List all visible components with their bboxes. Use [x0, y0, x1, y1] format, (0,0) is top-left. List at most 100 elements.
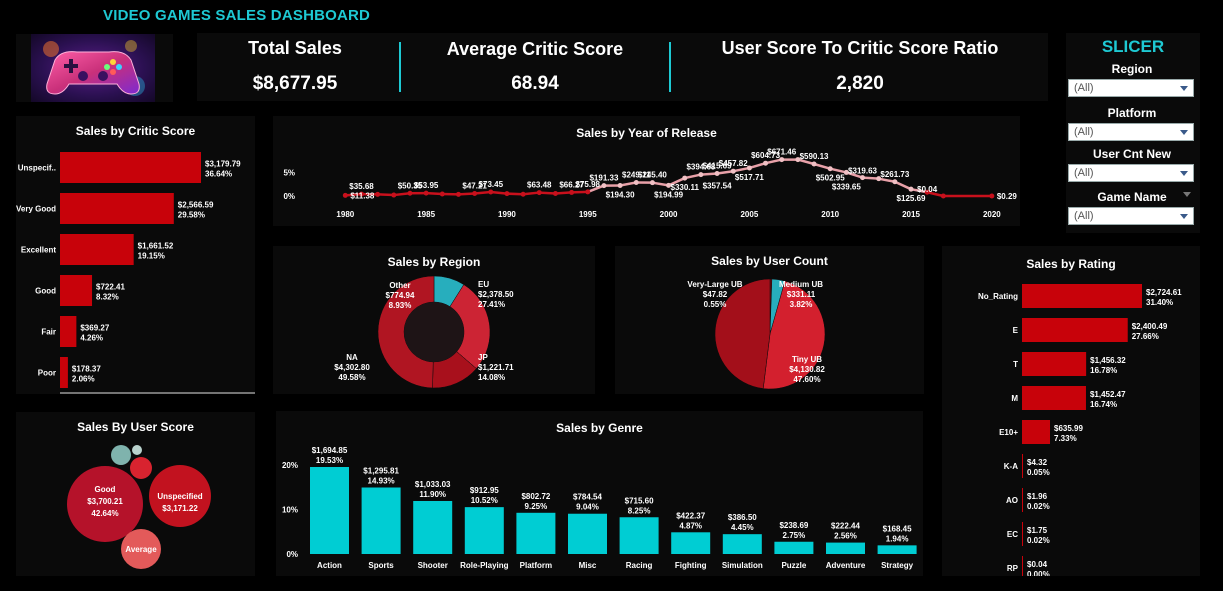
category-label: Simulation	[722, 561, 763, 570]
data-label: $66.27	[559, 180, 584, 189]
data-label: $357.54	[703, 182, 732, 191]
filter-icon[interactable]	[1183, 192, 1191, 197]
data-label: $191.33	[589, 174, 618, 183]
line-segment	[829, 167, 847, 174]
category-label: Racing	[626, 561, 653, 570]
slice-label: Other	[389, 281, 410, 290]
data-point	[585, 189, 591, 195]
category-label: EC	[1007, 530, 1018, 539]
slicer-platform-select[interactable]: (All)	[1068, 123, 1194, 141]
slice-pct-label: 49.58%	[338, 373, 365, 382]
pct-label: 4.26%	[80, 334, 103, 343]
rating-panel: Sales by Rating No_Rating $2,724.61 31.40%…	[942, 246, 1200, 576]
bar	[1022, 556, 1023, 576]
line-segment	[426, 191, 443, 196]
data-point	[698, 172, 704, 178]
kpi-divider	[399, 42, 401, 92]
line-segment	[845, 171, 863, 179]
line-segment	[732, 166, 750, 173]
value-label: $635.99	[1054, 424, 1083, 433]
data-label: $50.35	[398, 181, 423, 190]
data-label: $75.98	[576, 180, 601, 189]
bubble	[132, 445, 142, 455]
data-point	[989, 193, 995, 199]
line-segment	[684, 173, 702, 180]
data-label: $604.73	[751, 151, 780, 160]
slicer-usercnt-select[interactable]: (All)	[1068, 164, 1194, 182]
data-label: $330.11	[671, 183, 700, 192]
value-label: $422.37	[676, 511, 705, 520]
category-label: Excellent	[21, 246, 56, 255]
value-label: $168.45	[883, 524, 912, 533]
category-label: Action	[317, 561, 342, 570]
value-label: $1.96	[1027, 492, 1048, 501]
line-segment	[749, 162, 766, 170]
category-label: Puzzle	[781, 561, 806, 570]
value-label: $178.37	[72, 365, 101, 374]
pct-label: 2.56%	[834, 532, 857, 541]
line-segment	[700, 172, 718, 176]
kpi-avg-critic-value: 68.94	[511, 73, 559, 94]
slicer-region-value: (All)	[1074, 82, 1094, 94]
category-label: Very Good	[16, 205, 56, 214]
data-point	[407, 190, 413, 196]
value-label: $1,033.03	[415, 480, 451, 489]
category-label: Sports	[368, 561, 394, 570]
critic-chart-title: Sales by Critic Score	[75, 124, 196, 138]
bar	[568, 513, 607, 554]
slicer-region-select[interactable]: (All)	[1068, 79, 1194, 97]
pct-label: 36.64%	[205, 170, 232, 179]
rating-chart-title: Sales by Rating	[1026, 257, 1116, 271]
data-label: $47.21	[462, 181, 487, 190]
slicer-platform-value: (All)	[1074, 126, 1094, 138]
pct-label: 29.58%	[178, 211, 205, 220]
category-label: Poor	[38, 369, 56, 378]
bar	[619, 517, 659, 554]
pie-slice	[762, 280, 826, 390]
slicer-gamename-value: (All)	[1074, 210, 1094, 222]
data-point	[811, 161, 817, 167]
category-label: Strategy	[881, 561, 914, 570]
data-label: $319.63	[848, 167, 877, 176]
bubble-value-label: $3,700.21	[87, 497, 123, 506]
value-label: $386.50	[728, 513, 757, 522]
chevron-down-icon[interactable]	[1180, 130, 1188, 135]
chevron-down-icon[interactable]	[1180, 214, 1188, 219]
data-label: $0.29	[997, 192, 1018, 201]
bubble	[130, 457, 152, 479]
bar	[1022, 454, 1023, 478]
slice-pct-label: 14.08%	[478, 373, 505, 382]
value-label: $1.75	[1027, 526, 1048, 535]
bar	[60, 357, 68, 388]
data-label: $502.95	[816, 174, 845, 183]
category-label: No_Rating	[978, 292, 1018, 301]
slicer-title: SLICER	[1101, 37, 1165, 56]
kpi-panel	[197, 33, 1048, 101]
value-label: $715.60	[625, 496, 654, 505]
x-tick-label: 2010	[821, 210, 839, 219]
genre-panel: Sales by Genre 20% 10% 0% $1,694.85 19.53% Ac…	[276, 411, 923, 576]
data-point	[908, 186, 914, 192]
chevron-down-icon[interactable]	[1180, 171, 1188, 176]
line-segment	[910, 187, 928, 194]
data-point	[779, 157, 785, 163]
data-point	[795, 157, 801, 163]
category-label: Role-Playing	[460, 561, 509, 570]
pct-label: 10.52%	[471, 496, 498, 505]
data-label: $0.04	[917, 185, 938, 194]
bar	[60, 275, 93, 306]
gamepad-logo-icon	[31, 34, 155, 102]
data-label: $261.73	[880, 170, 909, 179]
bar	[464, 507, 504, 554]
slice-pct-label: 0.55%	[704, 300, 727, 309]
data-label: $11.38	[350, 191, 375, 200]
data-point	[552, 191, 558, 197]
chevron-down-icon[interactable]	[1180, 86, 1188, 91]
data-point	[358, 191, 364, 197]
bubble-pct-label: 42.64%	[91, 509, 118, 518]
data-point	[924, 189, 930, 195]
bar	[60, 316, 77, 347]
bubble-label: Unspecified	[157, 492, 202, 501]
slicer-gamename-select[interactable]: (All)	[1068, 207, 1194, 225]
data-point	[617, 182, 623, 188]
